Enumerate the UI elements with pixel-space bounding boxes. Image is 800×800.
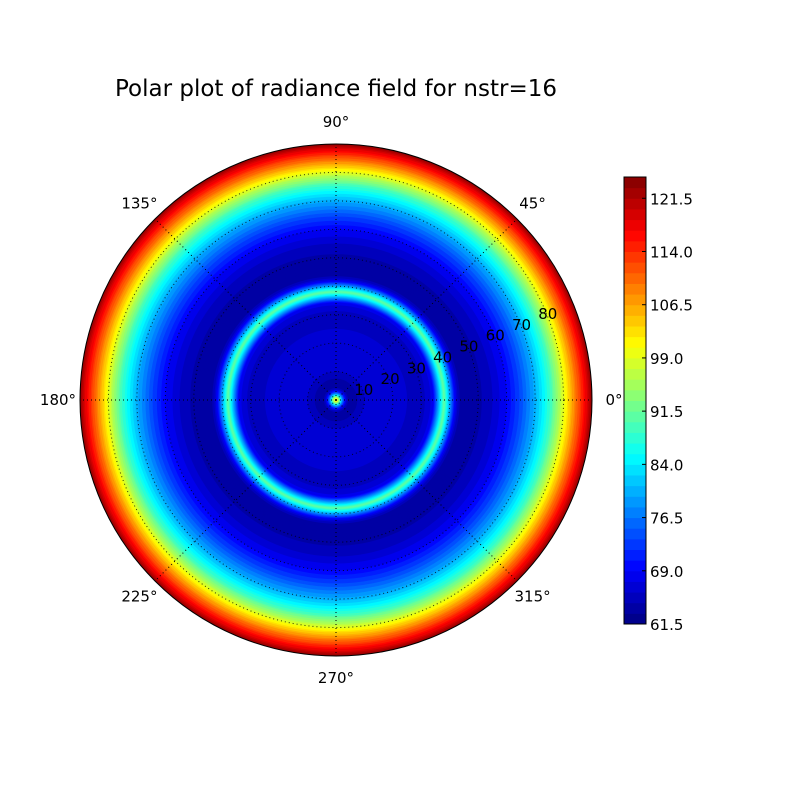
colorbar-band [624, 485, 646, 497]
colorbar-band [624, 602, 646, 614]
colorbar-band [624, 187, 646, 199]
angle-tick-label: 45° [519, 194, 546, 212]
colorbar-band [624, 198, 646, 210]
colorbar-tick-label: 99.0 [650, 350, 683, 368]
colorbar-tick-label: 61.5 [650, 616, 683, 634]
radial-gridline [136, 200, 536, 600]
colorbar-band [624, 262, 646, 274]
colorbar-band [624, 549, 646, 561]
colorbar-band [624, 368, 646, 380]
colorbar-band [624, 272, 646, 284]
colorbar-band [624, 315, 646, 327]
colorbar-band [624, 230, 646, 242]
colorbar-tick-label: 106.5 [650, 297, 693, 315]
polar-frame [79, 143, 593, 657]
angle-tick-label: 270° [318, 669, 354, 687]
colorbar-band [624, 517, 646, 529]
colorbar-tick-label: 114.0 [650, 244, 693, 262]
colorbar-frame [623, 176, 647, 625]
colorbar-band [624, 570, 646, 582]
radial-tick-label: 10 [354, 381, 373, 399]
angular-gridline [335, 399, 518, 582]
radial-gridline [221, 285, 451, 515]
angle-tick-label: 135° [121, 194, 157, 212]
colorbar-band [624, 581, 646, 593]
colorbar-tick-label: 76.5 [650, 510, 683, 528]
angle-tick-label: 180° [40, 391, 76, 409]
colorbar-band [624, 240, 646, 252]
radial-gridline [250, 314, 422, 486]
angular-gridline [335, 218, 518, 401]
angle-tick-label: 0° [605, 391, 622, 409]
colorbar-band [624, 177, 646, 189]
angular-gridline [154, 218, 337, 401]
colorbar-band [624, 389, 646, 401]
radial-tick-label: 80 [538, 305, 557, 323]
radial-tick-label: 30 [407, 359, 426, 377]
radial-tick-label: 20 [381, 370, 400, 388]
colorbar-band [624, 208, 646, 221]
colorbar-tick-label: 84.0 [650, 456, 683, 474]
colorbar-band [624, 421, 646, 433]
colorbar-band [624, 432, 646, 444]
radial-tick-label: 70 [512, 316, 531, 334]
colorbar-band [624, 336, 646, 348]
angular-gridline [154, 399, 337, 582]
colorbar-band [624, 294, 646, 306]
colorbar-band [624, 379, 646, 391]
colorbar-band [624, 411, 646, 423]
colorbar-band [624, 283, 646, 295]
radial-gridline [164, 228, 508, 572]
angle-tick-label: 90° [323, 113, 350, 131]
radial-gridline [107, 171, 565, 629]
colorbar-band [624, 347, 646, 359]
angle-tick-label: 315° [515, 588, 551, 606]
radial-tick-label: 50 [459, 338, 478, 356]
colorbar-band [624, 400, 646, 412]
angle-tick-label: 225° [121, 588, 157, 606]
colorbar-tick-label: 69.0 [650, 563, 683, 581]
colorbar-band [624, 357, 646, 370]
colorbar-band [624, 251, 646, 263]
colorbar-tick-label: 91.5 [650, 403, 683, 421]
radial-tick-label: 40 [433, 348, 452, 366]
colorbar-band [624, 528, 646, 540]
radial-tick-label: 60 [486, 327, 505, 345]
colorbar-band [624, 464, 646, 476]
colorbar-band [624, 443, 646, 455]
colorbar-band [624, 506, 646, 519]
colorbar-band [624, 326, 646, 338]
colorbar-band [624, 496, 646, 508]
colorbar-band [624, 475, 646, 487]
chart-title: Polar plot of radiance field for nstr=16 [114, 76, 557, 102]
colorbar-band [624, 613, 646, 625]
colorbar-band [624, 592, 646, 604]
colorbar-band [624, 453, 646, 465]
colorbar-band [624, 560, 646, 572]
colorbar-band [624, 538, 646, 550]
colorbar-band [624, 219, 646, 231]
colorbar-tick-label: 121.5 [650, 190, 693, 208]
radial-gridline [193, 257, 479, 543]
colorbar-band [624, 304, 646, 316]
